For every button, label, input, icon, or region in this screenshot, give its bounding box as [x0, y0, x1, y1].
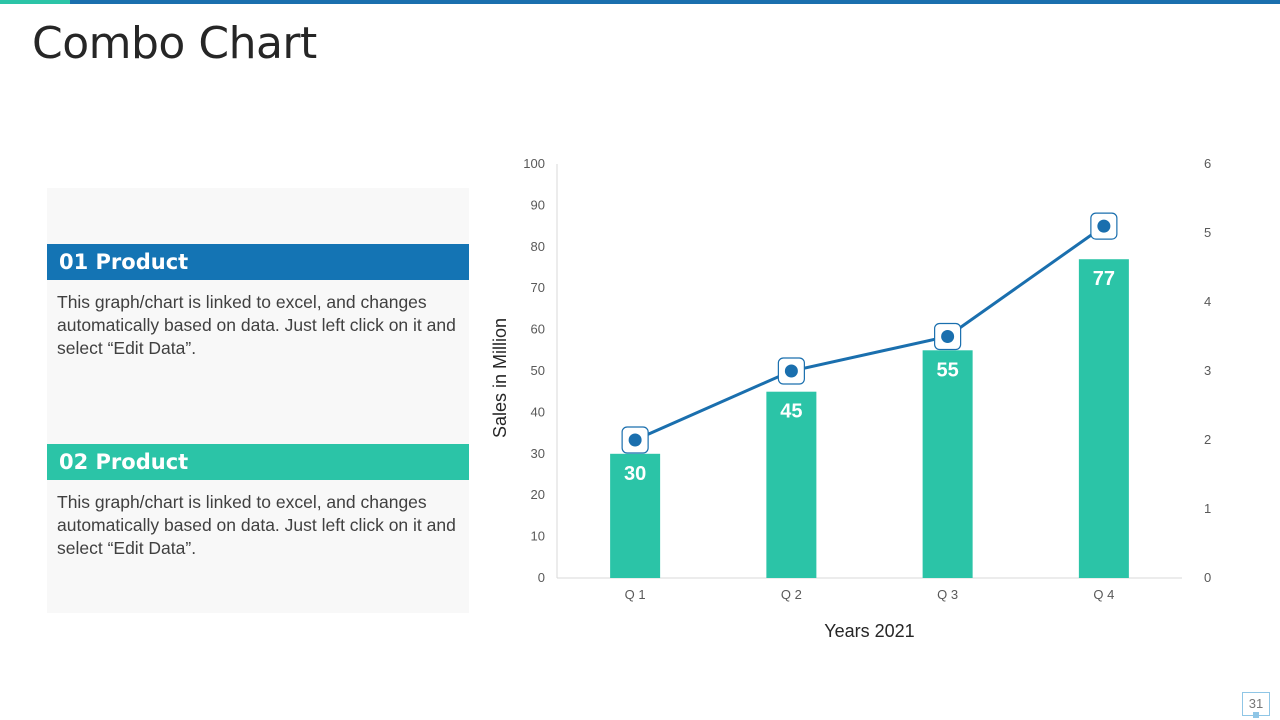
trend-line — [634, 224, 1105, 442]
x-tick-label: Q 4 — [1093, 587, 1114, 602]
bar — [1078, 259, 1129, 578]
y-axis-title: Sales in Million — [490, 318, 510, 438]
y-tick-label: 100 — [523, 156, 545, 171]
bar — [766, 391, 817, 578]
y-tick-label: 90 — [531, 197, 545, 212]
line-point — [1097, 219, 1111, 233]
y-tick-label: 60 — [531, 322, 545, 337]
y-tick-label: 30 — [531, 446, 545, 461]
y2-tick-label: 6 — [1204, 156, 1211, 171]
line-point — [941, 330, 955, 343]
line-point — [784, 364, 798, 378]
top-accent-bar — [0, 0, 1280, 4]
y-tick-label: 20 — [531, 487, 545, 502]
y2-tick-label: 3 — [1204, 363, 1211, 378]
y-tick-label: 0 — [538, 570, 545, 585]
bar-data-label: 30 — [624, 463, 646, 485]
bar-data-label: 45 — [780, 401, 802, 423]
y2-tick-label: 0 — [1204, 570, 1211, 585]
line-point — [628, 433, 642, 447]
x-tick-label: Q 1 — [625, 587, 646, 602]
product-1-description: This graph/chart is linked to excel, and… — [57, 292, 456, 358]
y2-tick-label: 5 — [1204, 225, 1211, 240]
page-number-marker — [1253, 712, 1259, 718]
product-1-heading: 01 Product — [47, 244, 469, 280]
y-tick-label: 70 — [531, 280, 545, 295]
bar — [610, 453, 661, 578]
bar-data-label: 77 — [1093, 268, 1115, 290]
y-tick-label: 50 — [531, 363, 545, 378]
x-tick-label: Q 2 — [781, 587, 802, 602]
y-tick-label: 40 — [531, 404, 545, 419]
x-tick-label: Q 3 — [937, 587, 958, 602]
y-tick-label: 10 — [531, 529, 545, 544]
y-tick-label: 80 — [531, 239, 545, 254]
y2-tick-label: 1 — [1204, 501, 1211, 516]
y2-tick-label: 4 — [1204, 294, 1211, 309]
slide-title: Combo Chart — [32, 18, 317, 69]
x-axis-title: Years 2021 — [824, 621, 914, 641]
y2-tick-label: 2 — [1204, 432, 1211, 447]
bar-data-label: 55 — [937, 359, 959, 381]
product-2-heading: 02 Product — [47, 444, 469, 480]
top-accent-highlight — [0, 0, 70, 4]
bar — [922, 350, 973, 578]
product-2-description: This graph/chart is linked to excel, and… — [57, 492, 456, 558]
